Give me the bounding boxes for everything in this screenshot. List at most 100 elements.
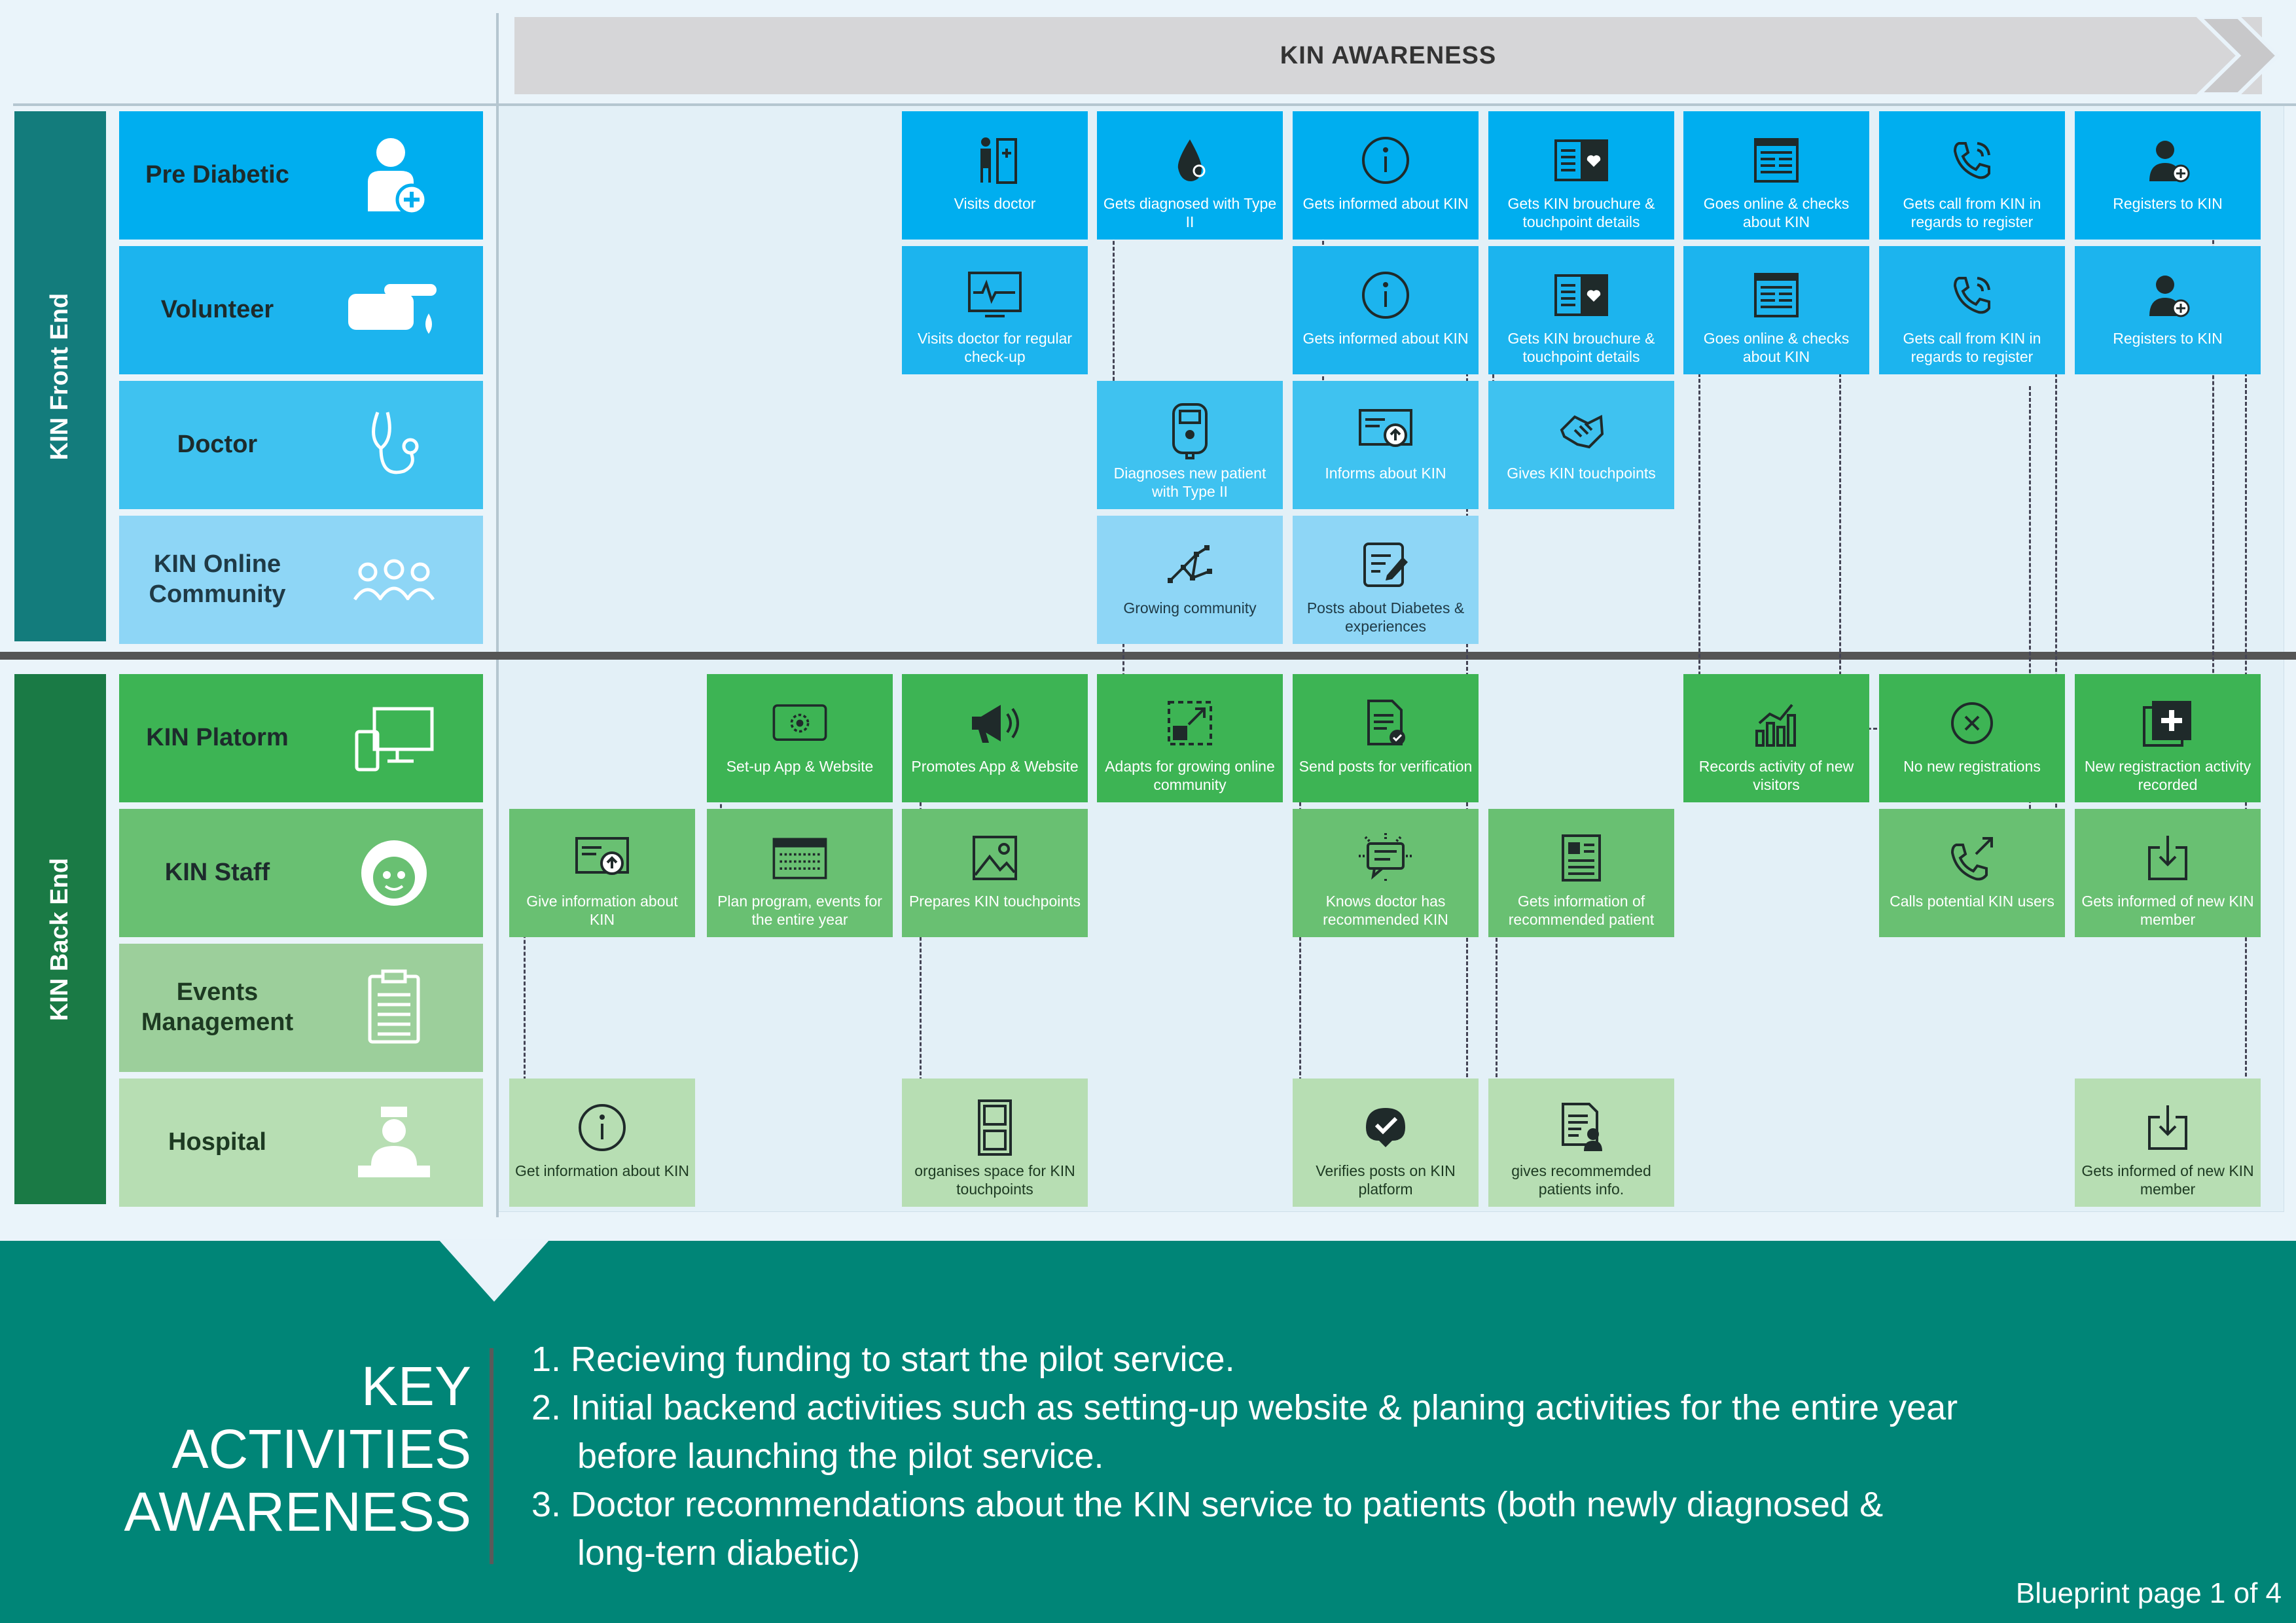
activity-card-label: No new registrations <box>1903 758 2041 775</box>
connector-line <box>1839 262 1841 687</box>
download-icon <box>2138 829 2197 887</box>
activity-card-label: Gets informed about KIN <box>1302 195 1469 212</box>
banner-title: KIN AWARENESS <box>1280 41 1497 69</box>
website-icon <box>1747 266 1806 325</box>
top-rule <box>13 103 2296 106</box>
calendar-icon <box>770 829 829 887</box>
download-icon <box>2138 1098 2197 1157</box>
activity-card-label: Send posts for verification <box>1299 758 1473 775</box>
connector-line <box>2212 223 2214 720</box>
key-item: long-tern diabetic) <box>577 1533 861 1573</box>
monitor-icon <box>965 266 1024 325</box>
activity-card-label: Plan program, events for the entire year <box>717 893 882 928</box>
activity-card-label: Posts about Diabetes & experiences <box>1306 599 1465 635</box>
key-divider <box>490 1348 493 1564</box>
verify-icon <box>1356 1098 1415 1157</box>
activity-card: Send posts for verification <box>1293 674 1479 802</box>
key-item: 3. Doctor recommendations about the KIN … <box>531 1485 1884 1524</box>
activity-card-label: Give information about KIN <box>526 893 678 928</box>
activity-card-label: Gets informed about KIN <box>1302 330 1469 347</box>
activity-card: Gives KIN touchpoints <box>1488 381 1674 509</box>
activity-card-label: Gets KIN brouchure & touchpoint details <box>1507 195 1655 230</box>
activity-card-label: Registers to KIN <box>2113 195 2223 212</box>
activity-card-label: Get information about KIN <box>515 1162 689 1179</box>
activity-card-label: Visits doctor <box>954 195 1036 212</box>
activity-card-label: Gets informed of new KIN member <box>2081 893 2254 928</box>
activity-card-label: gives recommemded patients info. <box>1511 1162 1651 1198</box>
devices-icon <box>342 689 446 787</box>
website-icon <box>1747 131 1806 190</box>
info-icon <box>1356 131 1415 190</box>
section-separator <box>0 652 2296 660</box>
activity-card: Records activity of new visitors <box>1683 674 1869 802</box>
activity-card-label: Gets call from KIN in regards to registe… <box>1903 195 2041 230</box>
lane-hospital: Hospital <box>119 1079 483 1207</box>
key-activities-title: KEY ACTIVITIES AWARENESS <box>124 1355 471 1543</box>
activity-card: Verifies posts on KIN platform <box>1293 1079 1479 1207</box>
nurse-icon <box>342 1094 446 1192</box>
activity-card: No new registrations <box>1879 674 2065 802</box>
connector-line <box>1698 262 1700 687</box>
visit-doctor-icon <box>965 131 1024 190</box>
cabinet-icon <box>965 1098 1024 1157</box>
vertical-divider <box>496 13 499 1217</box>
key-activities-list: 1. Recieving funding to start the pilot … <box>531 1335 2233 1577</box>
activity-card: Gets diagnosed with Type II <box>1097 111 1283 240</box>
app-settings-icon <box>770 694 829 753</box>
close-circle-icon <box>1943 694 2001 753</box>
panel-pointer <box>439 1240 550 1302</box>
add-box-icon <box>2138 694 2197 753</box>
handshake-icon <box>1552 401 1611 459</box>
activity-card-label: Growing community <box>1123 599 1257 616</box>
info-icon <box>573 1098 632 1157</box>
activity-card: Registers to KIN <box>2075 111 2261 240</box>
activity-card: Get information about KIN <box>509 1079 695 1207</box>
activity-card: Registers to KIN <box>2075 246 2261 374</box>
front-end-section-label: KIN Front End <box>14 111 106 641</box>
kin-awareness-banner: KIN AWARENESS <box>514 17 2262 94</box>
activity-card: Gets call from KIN in regards to registe… <box>1879 246 2065 374</box>
activity-card-label: Goes online & checks about KIN <box>1703 195 1850 230</box>
phone-call-icon <box>1943 131 2001 190</box>
lane-online-community: KIN Online Community <box>119 516 483 644</box>
outgoing-call-icon <box>1943 829 2001 887</box>
connector-line <box>2029 386 2031 844</box>
activity-card: Gets informed of new KIN member <box>2075 1079 2261 1207</box>
activity-card-label: Promotes App & Website <box>911 758 1079 775</box>
activity-card: Gets KIN brouchure & touchpoint details <box>1488 246 1674 374</box>
activity-card-label: Gets KIN brouchure & touchpoint details <box>1507 330 1655 365</box>
activity-card: Goes online & checks about KIN <box>1683 111 1869 240</box>
clipboard-icon <box>342 959 446 1057</box>
connector-line <box>1113 229 1115 393</box>
brochure-icon <box>1552 266 1611 325</box>
patient-plus-icon <box>342 126 446 224</box>
document-check-icon <box>1356 694 1415 753</box>
chat-icon <box>1356 829 1415 887</box>
activity-card: Gets information of recommended patient <box>1488 809 1674 937</box>
activity-card-label: Knows doctor has recommended KIN <box>1323 893 1448 928</box>
activity-card: New registraction activity recorded <box>2075 674 2261 802</box>
upload-screen-icon <box>1356 401 1415 459</box>
lane-volunteer: Volunteer <box>119 246 483 374</box>
info-icon <box>1356 266 1415 325</box>
chevron-right-icon <box>2147 17 2281 94</box>
key-item: 1. Recieving funding to start the pilot … <box>531 1340 1235 1379</box>
activity-card-label: organises space for KIN touchpoints <box>914 1162 1075 1198</box>
activity-card-label: Calls potential KIN users <box>1890 893 2054 910</box>
connector-line <box>1496 897 1498 1113</box>
activity-card: Gets informed about KIN <box>1293 111 1479 240</box>
patient-doc-icon <box>1552 1098 1611 1157</box>
activity-card-label: Set-up App & Website <box>726 758 874 775</box>
page-indicator: Blueprint page 1 of 4 <box>2015 1577 2282 1609</box>
activity-card-label: Gets information of recommended patient <box>1508 893 1655 928</box>
activity-card: Plan program, events for the entire year <box>707 809 893 937</box>
activity-card: Diagnoses new patient with Type II <box>1097 381 1283 509</box>
phone-call-icon <box>1943 266 2001 325</box>
blood-drop-icon <box>1160 131 1219 190</box>
lane-kin-staff: KIN Staff <box>119 809 483 937</box>
image-icon <box>965 829 1024 887</box>
activity-card: gives recommemded patients info. <box>1488 1079 1674 1207</box>
activity-card-label: Gets call from KIN in regards to registe… <box>1903 330 2041 365</box>
glucometer-icon <box>1160 401 1219 459</box>
activity-card-label: Gets diagnosed with Type II <box>1103 195 1277 230</box>
